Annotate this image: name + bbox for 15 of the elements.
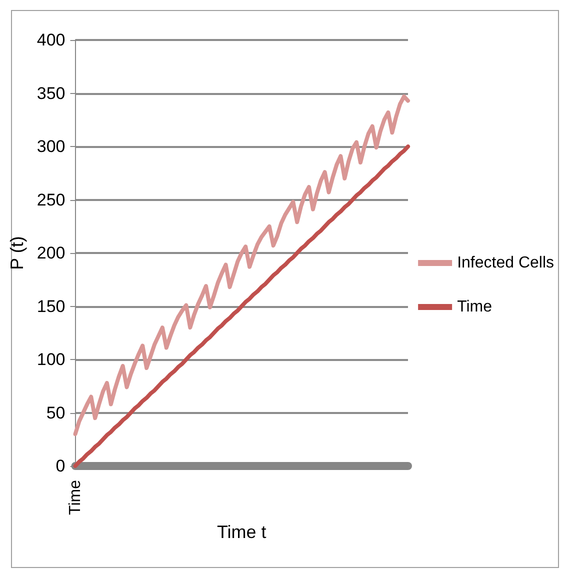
legend-label: Time xyxy=(457,298,492,316)
y-tick-label: 400 xyxy=(36,30,66,50)
y-tick-label: 200 xyxy=(36,244,66,262)
y-tick-label: 150 xyxy=(36,296,66,316)
y-tick-label: 250 xyxy=(36,190,66,210)
line-series xyxy=(73,94,410,436)
y-tick-label: 50 xyxy=(46,403,66,422)
y-axis-title: P (t) xyxy=(7,236,27,270)
y-tick-label: 300 xyxy=(36,137,66,156)
legend-label: Infected Cells xyxy=(457,254,554,272)
line-series xyxy=(73,144,410,468)
y-tick-label: 350 xyxy=(36,84,66,103)
x-axis-title: Time t xyxy=(216,522,266,542)
y-tick-label: 0 xyxy=(56,456,66,476)
y-tick-label: 100 xyxy=(36,350,66,369)
